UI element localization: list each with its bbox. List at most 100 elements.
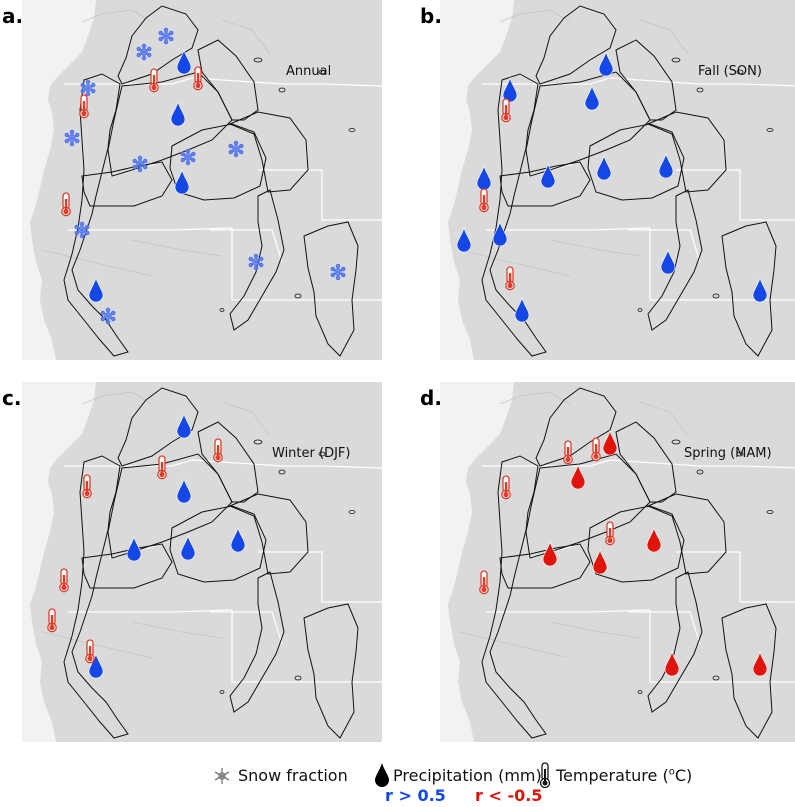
- state-border: [486, 227, 651, 231]
- panel-letter-c: c.: [2, 386, 22, 410]
- ocean-area: [22, 0, 96, 360]
- precipitation-drop-marker: [592, 548, 608, 575]
- precipitation-drop-marker: [664, 650, 680, 677]
- lake-outline: [294, 675, 302, 681]
- basin-outline: [303, 603, 359, 739]
- lake-outline: [766, 128, 774, 132]
- thermometer-marker: [79, 94, 89, 119]
- state-border: [628, 229, 701, 263]
- legend-temp-label: Temperature (oC): [556, 766, 692, 785]
- precipitation-drop-marker: [176, 477, 192, 504]
- basemap: [440, 0, 795, 360]
- basin-outline: [721, 603, 777, 739]
- precipitation-drop-marker: [752, 276, 768, 303]
- precipitation-drop-marker: [596, 154, 612, 181]
- basemap: [440, 382, 795, 742]
- lake-outline: [253, 57, 263, 63]
- thermometer-marker: [47, 608, 57, 633]
- snowflake-marker: [248, 253, 264, 271]
- state-border: [258, 551, 382, 603]
- terrain-line: [81, 9, 153, 23]
- precipitation-drop-marker: [456, 226, 472, 253]
- thermometer-marker: [149, 68, 159, 93]
- map-panel-d: Spring (MAM): [440, 382, 795, 742]
- basin-outline: [81, 161, 173, 207]
- panel-letter-a: a.: [2, 4, 24, 28]
- thermometer-icon: [539, 762, 551, 788]
- precipitation-drop-marker: [540, 162, 556, 189]
- map-panel-c: Winter (DJF): [22, 382, 382, 742]
- lake-outline: [736, 451, 744, 457]
- state-border: [676, 169, 795, 221]
- thermometer-marker: [479, 188, 489, 213]
- legend-snow-label: Snow fraction: [238, 766, 348, 785]
- lake-outline: [318, 451, 326, 457]
- precipitation-drop-marker: [88, 276, 104, 303]
- snowflake-marker: [64, 129, 80, 147]
- basin-outline: [117, 5, 199, 85]
- thermometer-marker: [501, 98, 511, 123]
- precipitation-drop-marker: [174, 168, 190, 195]
- basin-outline: [63, 455, 129, 739]
- thermometer-marker: [501, 475, 511, 500]
- droplet-icon: [375, 763, 389, 787]
- precipitation-drop-marker: [514, 296, 530, 323]
- thermometer-marker: [213, 438, 223, 463]
- lake-outline: [736, 69, 744, 75]
- precipitation-drop-marker: [502, 76, 518, 103]
- snowflake-marker: [136, 43, 152, 61]
- precipitation-drop-marker: [176, 412, 192, 439]
- precipitation-drop-marker: [542, 540, 558, 567]
- thermometer-marker: [59, 568, 69, 593]
- snowflake-marker: [80, 79, 96, 97]
- terrain-line: [131, 239, 223, 257]
- precipitation-drop-marker: [646, 526, 662, 553]
- precipitation-drop-marker: [492, 220, 508, 247]
- terrain-line: [549, 239, 641, 257]
- basin-outline: [169, 123, 267, 201]
- state-border: [258, 169, 382, 221]
- state-border: [486, 609, 651, 613]
- state-border: [628, 611, 701, 645]
- thermometer-marker: [605, 521, 615, 546]
- thermometer-marker: [82, 474, 92, 499]
- lake-outline: [253, 439, 263, 445]
- thermometer-marker: [193, 66, 203, 91]
- basin-outline: [63, 73, 129, 357]
- thermometer-marker: [85, 639, 95, 664]
- basin-outline: [229, 189, 285, 331]
- thermometer-marker: [591, 437, 601, 462]
- thermometer-marker: [563, 440, 573, 465]
- terrain-line: [41, 249, 153, 277]
- state-border: [231, 610, 382, 683]
- lake-outline: [637, 690, 643, 694]
- thermometer-marker: [157, 455, 167, 480]
- precipitation-drop-marker: [180, 534, 196, 561]
- legend-temp-suffix: C): [674, 766, 693, 785]
- thermometer-marker: [479, 570, 489, 595]
- terrain-line: [131, 621, 223, 639]
- terrain-line: [499, 391, 571, 405]
- terrain-line: [459, 631, 571, 659]
- precipitation-drop-marker: [598, 50, 614, 77]
- snowflake-marker: [132, 155, 148, 173]
- panel-letter-d: d.: [420, 386, 442, 410]
- terrain-line: [459, 249, 571, 277]
- basin-outline: [107, 453, 233, 559]
- state-border: [68, 609, 233, 613]
- markers-layer: [479, 429, 768, 677]
- state-border: [210, 611, 283, 645]
- panel-letter-b: b.: [420, 4, 442, 28]
- lake-outline: [278, 469, 286, 475]
- basin-outline: [229, 571, 285, 713]
- precipitation-drop-marker: [584, 84, 600, 111]
- lake-outline: [696, 469, 704, 475]
- precipitation-drop-marker: [658, 152, 674, 179]
- lake-outline: [318, 69, 326, 75]
- basin-outline: [721, 221, 777, 357]
- precipitation-drop-marker: [476, 164, 492, 191]
- precipitation-drop-marker: [602, 429, 618, 456]
- snowflake-marker: [180, 148, 196, 166]
- basin-outline: [228, 111, 309, 193]
- lake-outline: [712, 293, 720, 299]
